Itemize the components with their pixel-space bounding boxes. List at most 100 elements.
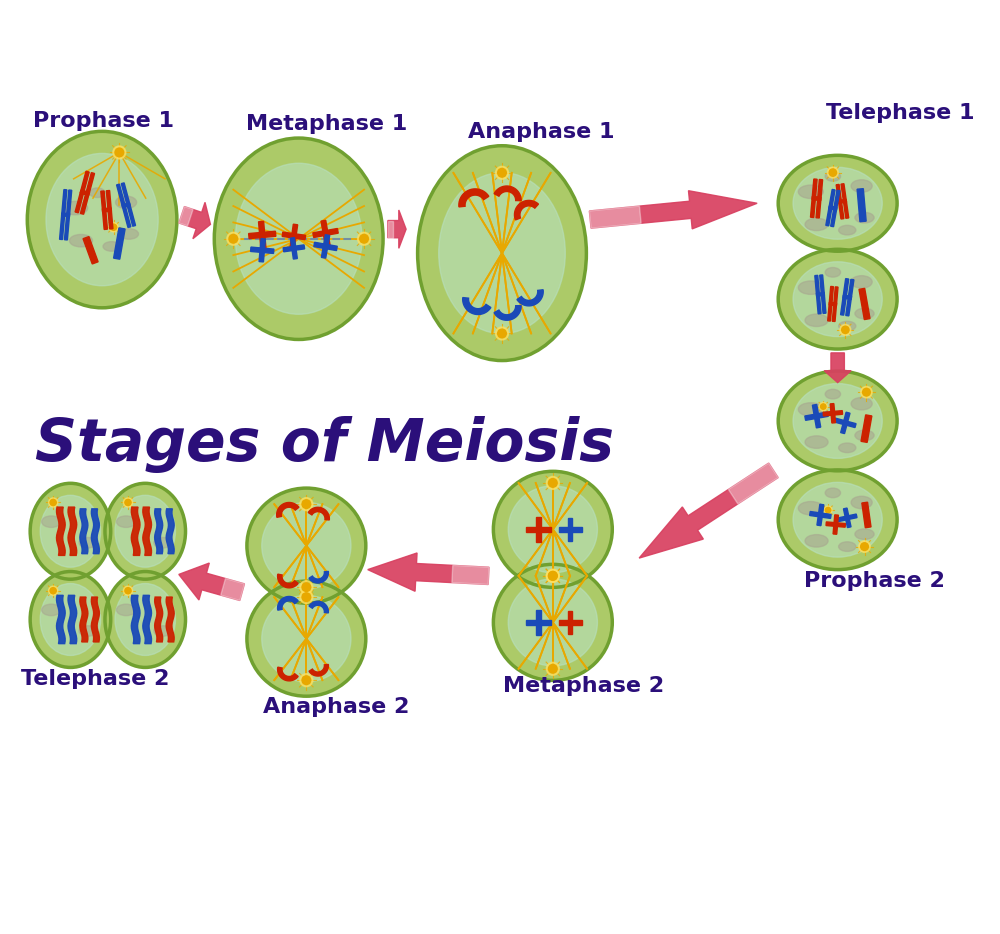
Polygon shape bbox=[251, 248, 274, 253]
Polygon shape bbox=[639, 463, 778, 559]
Polygon shape bbox=[131, 507, 140, 556]
Circle shape bbox=[819, 403, 827, 411]
Polygon shape bbox=[80, 190, 90, 195]
Polygon shape bbox=[278, 667, 298, 681]
Polygon shape bbox=[388, 220, 393, 238]
Ellipse shape bbox=[839, 225, 856, 235]
Polygon shape bbox=[838, 199, 847, 204]
Circle shape bbox=[824, 506, 832, 515]
Ellipse shape bbox=[116, 516, 136, 528]
Circle shape bbox=[49, 587, 58, 595]
Circle shape bbox=[821, 403, 826, 409]
Circle shape bbox=[50, 500, 56, 505]
Ellipse shape bbox=[798, 502, 823, 515]
Ellipse shape bbox=[115, 495, 175, 567]
Ellipse shape bbox=[855, 529, 874, 540]
Polygon shape bbox=[568, 517, 572, 541]
Polygon shape bbox=[308, 507, 329, 520]
Ellipse shape bbox=[40, 584, 101, 656]
Circle shape bbox=[496, 166, 508, 179]
Polygon shape bbox=[452, 565, 489, 585]
Circle shape bbox=[496, 327, 508, 340]
Ellipse shape bbox=[805, 314, 828, 327]
Ellipse shape bbox=[798, 403, 823, 417]
Ellipse shape bbox=[262, 502, 351, 588]
Polygon shape bbox=[829, 303, 837, 305]
Ellipse shape bbox=[235, 163, 362, 314]
Text: Stages of Meiosis: Stages of Meiosis bbox=[35, 417, 614, 474]
Ellipse shape bbox=[40, 495, 101, 567]
Ellipse shape bbox=[79, 626, 96, 636]
Polygon shape bbox=[835, 418, 856, 428]
Ellipse shape bbox=[30, 483, 111, 579]
Ellipse shape bbox=[805, 436, 828, 448]
Polygon shape bbox=[221, 578, 244, 601]
Polygon shape bbox=[283, 245, 305, 252]
Polygon shape bbox=[841, 412, 850, 433]
Polygon shape bbox=[728, 463, 778, 504]
Ellipse shape bbox=[839, 443, 856, 453]
Polygon shape bbox=[589, 206, 641, 228]
Polygon shape bbox=[277, 502, 299, 517]
Circle shape bbox=[125, 587, 131, 594]
Circle shape bbox=[546, 476, 559, 489]
Polygon shape bbox=[815, 276, 821, 314]
Polygon shape bbox=[559, 527, 582, 531]
Polygon shape bbox=[517, 290, 543, 305]
Circle shape bbox=[859, 541, 870, 552]
Polygon shape bbox=[831, 191, 840, 227]
Polygon shape bbox=[824, 353, 851, 383]
Text: Metaphase 1: Metaphase 1 bbox=[246, 114, 407, 134]
Polygon shape bbox=[589, 191, 757, 229]
Polygon shape bbox=[56, 507, 65, 556]
Polygon shape bbox=[278, 597, 298, 610]
Polygon shape bbox=[80, 597, 88, 642]
Polygon shape bbox=[843, 295, 852, 300]
Polygon shape bbox=[278, 574, 298, 587]
Circle shape bbox=[229, 234, 238, 243]
Polygon shape bbox=[62, 213, 70, 217]
Polygon shape bbox=[805, 412, 828, 420]
Ellipse shape bbox=[42, 516, 61, 528]
Ellipse shape bbox=[46, 153, 158, 286]
Circle shape bbox=[302, 676, 311, 685]
Ellipse shape bbox=[855, 430, 874, 441]
Polygon shape bbox=[841, 184, 849, 219]
Ellipse shape bbox=[116, 196, 137, 208]
Circle shape bbox=[861, 387, 872, 398]
Circle shape bbox=[825, 507, 831, 513]
Ellipse shape bbox=[30, 572, 111, 668]
Polygon shape bbox=[568, 611, 572, 634]
Polygon shape bbox=[102, 208, 111, 212]
Circle shape bbox=[302, 583, 311, 591]
Polygon shape bbox=[155, 509, 163, 554]
Ellipse shape bbox=[439, 173, 565, 333]
Polygon shape bbox=[282, 233, 306, 240]
Circle shape bbox=[111, 224, 117, 231]
Polygon shape bbox=[80, 509, 88, 554]
Ellipse shape bbox=[793, 482, 882, 558]
Polygon shape bbox=[309, 572, 328, 583]
Ellipse shape bbox=[798, 185, 823, 198]
Polygon shape bbox=[830, 403, 836, 423]
Circle shape bbox=[123, 587, 133, 595]
Ellipse shape bbox=[851, 398, 872, 410]
Text: Prophase 2: Prophase 2 bbox=[804, 571, 945, 591]
Ellipse shape bbox=[79, 537, 96, 548]
Text: Telephase 1: Telephase 1 bbox=[826, 103, 975, 123]
Ellipse shape bbox=[798, 281, 823, 294]
Circle shape bbox=[115, 149, 124, 157]
Polygon shape bbox=[816, 292, 824, 296]
Ellipse shape bbox=[214, 138, 383, 339]
Polygon shape bbox=[166, 597, 174, 642]
Polygon shape bbox=[101, 191, 107, 230]
Polygon shape bbox=[514, 201, 538, 219]
Polygon shape bbox=[117, 184, 131, 228]
Ellipse shape bbox=[778, 371, 897, 471]
Polygon shape bbox=[828, 287, 833, 321]
Circle shape bbox=[302, 500, 311, 508]
Circle shape bbox=[358, 233, 371, 246]
Polygon shape bbox=[536, 517, 541, 542]
Circle shape bbox=[549, 664, 557, 673]
Text: Metaphase 2: Metaphase 2 bbox=[503, 676, 664, 697]
